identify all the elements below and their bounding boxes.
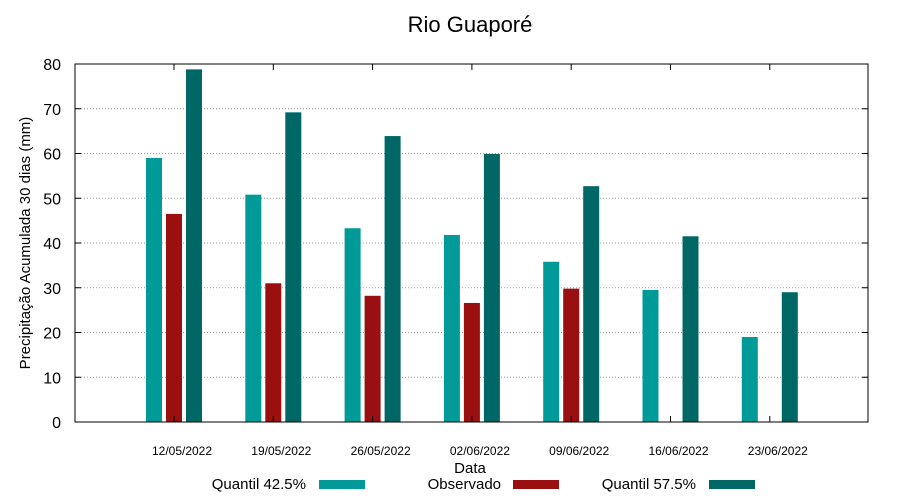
x-tick-label: 19/05/2022 xyxy=(251,444,311,458)
y-axis-ticks: 0 10 20 30 40 50 60 70 80 xyxy=(43,57,868,432)
y-tick-label: 40 xyxy=(43,236,61,253)
bar-2 xyxy=(265,283,282,422)
bar-3 xyxy=(186,69,202,423)
x-tick-label: 23/06/2022 xyxy=(748,444,808,458)
bar-1 xyxy=(642,289,659,422)
x-tick-label: 16/06/2022 xyxy=(648,444,708,458)
bar-3 xyxy=(384,136,401,423)
legend-label: Quantil 57.5% xyxy=(602,476,696,493)
bar-2 xyxy=(463,302,480,422)
bar-3 xyxy=(285,112,302,422)
y-tick-label: 20 xyxy=(43,326,61,343)
chart-title: Rio Guaporé xyxy=(408,12,533,37)
y-tick-label: 0 xyxy=(52,415,61,432)
bar-1 xyxy=(443,234,460,422)
bar-2 xyxy=(563,288,580,422)
bar-2 xyxy=(166,213,182,422)
y-tick-label: 50 xyxy=(43,191,61,208)
bar-1 xyxy=(146,157,162,422)
y-axis-label: Precipitação Acumulada 30 dias (mm) xyxy=(17,117,34,370)
legend-label: Observado xyxy=(428,476,501,493)
x-tick-label: 02/06/2022 xyxy=(450,444,510,458)
bar-1 xyxy=(245,194,262,422)
bars xyxy=(146,69,798,423)
bar-3 xyxy=(682,236,699,422)
y-tick-label: 70 xyxy=(43,102,61,119)
grid-lines xyxy=(75,108,868,378)
x-tick-label: 09/06/2022 xyxy=(549,444,609,458)
x-tick-label: 12/05/2022 xyxy=(152,444,212,458)
y-tick-label: 80 xyxy=(43,57,61,74)
bar-1 xyxy=(344,228,361,422)
bar-3 xyxy=(483,153,500,422)
y-tick-label: 30 xyxy=(43,281,61,298)
x-axis-label: Data xyxy=(454,460,486,477)
y-tick-label: 10 xyxy=(43,370,61,387)
x-tick-label: 26/05/2022 xyxy=(351,444,411,458)
bar-3 xyxy=(781,292,798,422)
bar-1 xyxy=(543,261,560,422)
y-tick-label: 60 xyxy=(43,147,61,164)
bar-1 xyxy=(741,336,758,422)
legend-swatch xyxy=(513,480,559,489)
legend-label: Quantil 42.5% xyxy=(212,476,306,493)
bar-3 xyxy=(583,186,600,422)
bar-2 xyxy=(364,295,381,422)
legend-swatch xyxy=(319,480,365,489)
legend-swatch xyxy=(709,480,755,489)
legend: Quantil 42.5% Observado Quantil 57.5% xyxy=(212,476,755,493)
x-axis-ticks: 12/05/2022 19/05/2022 26/05/2022 02/06/2022… xyxy=(152,64,808,458)
